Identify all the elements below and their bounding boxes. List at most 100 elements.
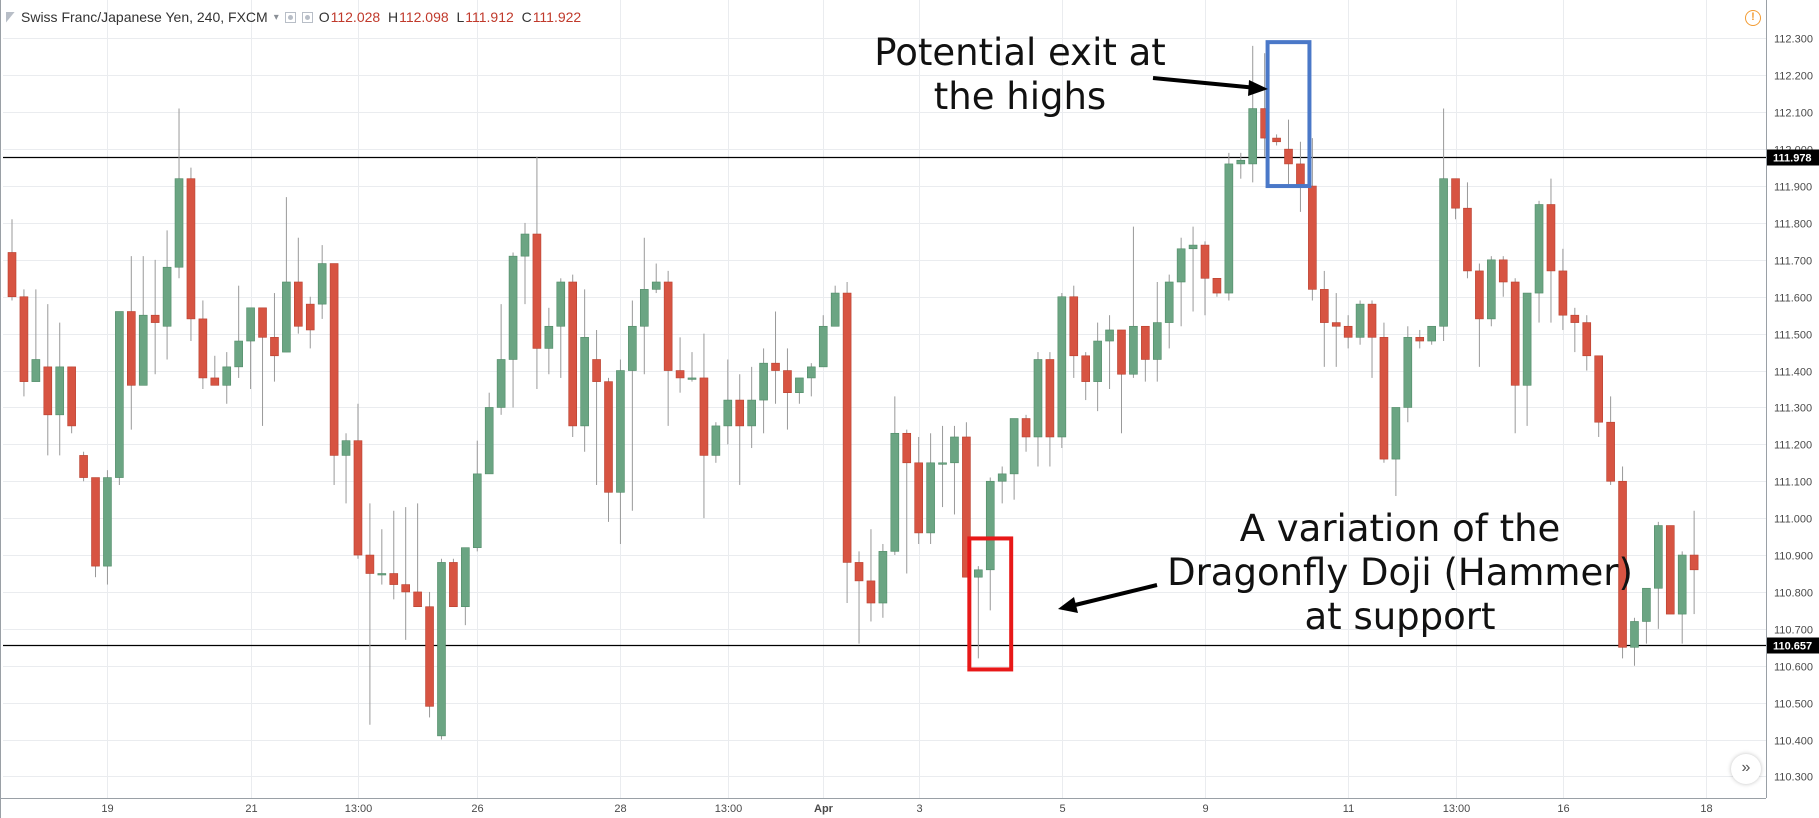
doji-annotation: A variation of the Dragonfly Doji (Hamme… bbox=[1150, 507, 1650, 639]
candle-body bbox=[305, 303, 315, 331]
candle-body bbox=[282, 281, 291, 353]
candle bbox=[1129, 226, 1138, 378]
candle-body bbox=[1081, 355, 1090, 382]
candle-body bbox=[508, 255, 518, 360]
candle-body bbox=[675, 370, 685, 379]
candle-body bbox=[532, 233, 542, 349]
candle bbox=[1665, 525, 1675, 615]
candle-body bbox=[950, 436, 959, 464]
candle bbox=[1606, 396, 1615, 485]
candle-body bbox=[1009, 418, 1019, 475]
candle-body bbox=[1284, 148, 1293, 165]
candle bbox=[377, 529, 387, 585]
candles[interactable] bbox=[7, 45, 1699, 740]
candle bbox=[1355, 300, 1365, 345]
chart-type-icon[interactable] bbox=[6, 11, 15, 23]
candle-body bbox=[294, 281, 303, 327]
y-tick-label: 112.200 bbox=[1774, 71, 1813, 83]
x-tick-label: 13:00 bbox=[715, 803, 743, 815]
candle bbox=[1654, 521, 1663, 629]
candle bbox=[67, 366, 76, 434]
candle-body bbox=[413, 591, 422, 608]
candle bbox=[1284, 119, 1293, 187]
candle-body bbox=[222, 366, 232, 386]
candle-body bbox=[7, 252, 17, 298]
candle bbox=[997, 466, 1007, 504]
candle bbox=[1582, 315, 1592, 371]
candle bbox=[1630, 617, 1639, 666]
candle bbox=[1224, 152, 1234, 301]
chevron-down-icon[interactable]: ▾ bbox=[273, 11, 279, 23]
candle bbox=[1057, 293, 1067, 449]
candle bbox=[329, 263, 339, 485]
exit-annotation-line1: Potential exit at bbox=[874, 31, 1166, 74]
candle-body bbox=[79, 455, 88, 478]
candle-body bbox=[437, 562, 446, 737]
candle-body bbox=[1403, 337, 1413, 408]
low-value: 111.912 bbox=[465, 9, 514, 25]
candle bbox=[222, 352, 232, 404]
candle-body bbox=[1475, 270, 1484, 320]
candle bbox=[210, 355, 220, 386]
chevron-double-right-icon[interactable]: » bbox=[1731, 754, 1761, 784]
candle-body bbox=[1665, 525, 1675, 615]
candle-body bbox=[55, 366, 65, 416]
candle-body bbox=[604, 381, 613, 493]
open-label: O bbox=[318, 9, 330, 25]
chart-header: Swiss Franc/Japanese Yen, 240, FXCM ▾ O 1… bbox=[6, 7, 581, 27]
y-tick-label: 111.500 bbox=[1774, 330, 1812, 342]
candle bbox=[1308, 138, 1317, 301]
candle-body bbox=[401, 584, 410, 593]
symbol-label[interactable]: Swiss Franc/Japanese Yen, 240, FXCM bbox=[21, 9, 268, 25]
candle bbox=[1141, 325, 1150, 382]
candle bbox=[91, 477, 100, 578]
candle-body bbox=[699, 377, 709, 456]
candle bbox=[1379, 322, 1389, 463]
candle bbox=[1451, 178, 1460, 220]
candle bbox=[31, 289, 41, 382]
candle-body bbox=[962, 436, 971, 578]
candle-body bbox=[830, 292, 840, 327]
candle bbox=[1081, 352, 1090, 401]
candle bbox=[1367, 300, 1377, 378]
candle bbox=[639, 237, 649, 375]
candle-body bbox=[687, 377, 697, 380]
candle-body bbox=[1164, 281, 1174, 323]
candle-body bbox=[162, 266, 172, 327]
exit-annotation: Potential exit at the highs bbox=[820, 31, 1220, 119]
candle bbox=[484, 392, 494, 475]
candle-body bbox=[1379, 337, 1389, 460]
candle-body bbox=[1296, 163, 1305, 187]
candle-body bbox=[1439, 178, 1448, 327]
candle-body bbox=[1272, 137, 1281, 143]
candle bbox=[950, 425, 959, 515]
candle-body bbox=[628, 325, 637, 371]
candle bbox=[902, 429, 912, 574]
candle-body bbox=[735, 399, 745, 427]
candle-body bbox=[1152, 322, 1162, 360]
candle-body bbox=[878, 551, 888, 604]
candle bbox=[162, 230, 172, 360]
x-tick-label: 9 bbox=[1202, 803, 1208, 815]
candle-body bbox=[902, 432, 912, 464]
settings-icon[interactable] bbox=[284, 11, 296, 23]
candle bbox=[890, 396, 900, 556]
alert-icon[interactable]: ! bbox=[1745, 10, 1761, 26]
candle-body bbox=[1069, 296, 1079, 357]
candle bbox=[234, 285, 243, 378]
candle bbox=[735, 374, 745, 485]
candle bbox=[508, 252, 518, 408]
candle-body bbox=[115, 311, 124, 478]
candle bbox=[866, 529, 876, 622]
indicators-icon[interactable] bbox=[301, 11, 313, 23]
candle-body bbox=[1093, 340, 1102, 382]
candle bbox=[425, 591, 434, 718]
candle-body bbox=[985, 480, 995, 571]
exit-box bbox=[1265, 40, 1312, 189]
high-value: 112.098 bbox=[399, 9, 449, 25]
candle-body bbox=[914, 462, 923, 534]
level-price-tag bbox=[1767, 637, 1819, 654]
x-tick-label: 21 bbox=[245, 803, 257, 815]
